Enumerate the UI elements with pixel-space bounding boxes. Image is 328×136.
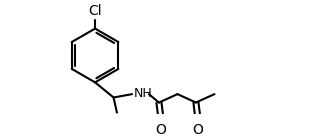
Text: O: O [155, 123, 166, 136]
Text: Cl: Cl [88, 4, 102, 18]
Text: O: O [192, 123, 203, 136]
Text: NH: NH [134, 87, 153, 100]
